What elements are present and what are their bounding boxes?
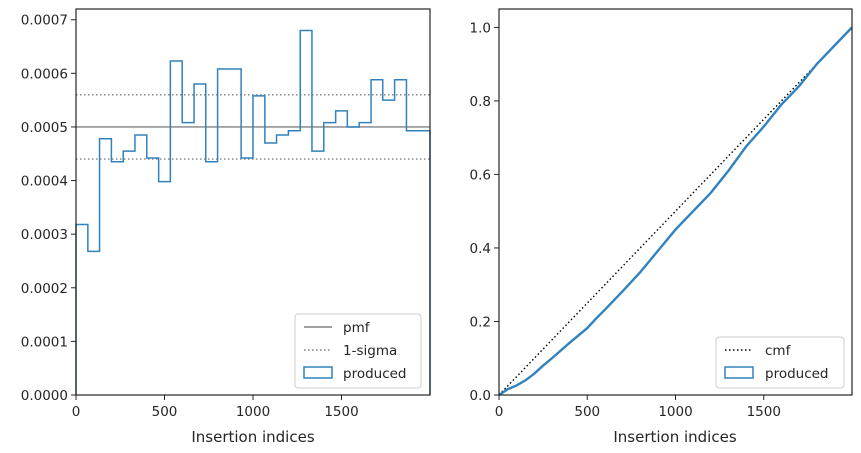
y-tick-label: 0.0007 xyxy=(21,13,68,29)
cumulative-x-ticks: 0 500 1000 1500 xyxy=(495,395,781,420)
y-tick-label: 0.0001 xyxy=(21,334,68,350)
y-tick-label: 0.0005 xyxy=(21,120,68,136)
histogram-x-axis-label: Insertion indices xyxy=(191,428,314,446)
x-tick-label: 0 xyxy=(72,404,81,420)
y-tick-label: 0.0006 xyxy=(21,66,68,82)
y-tick-label: 0.6 xyxy=(470,167,491,183)
histogram-legend-box xyxy=(294,313,422,389)
cmf-line-group xyxy=(498,26,853,396)
sigma-lines xyxy=(76,94,430,160)
y-tick-label: 0.0002 xyxy=(21,281,68,297)
produced-cumulative-line xyxy=(498,26,853,396)
cumulative-plot-area xyxy=(499,9,852,395)
legend-produced-cumulative-swatch xyxy=(724,366,754,379)
cumulative-x-axis-label: Insertion indices xyxy=(613,428,736,446)
x-tick-label: 1500 xyxy=(324,404,358,420)
produced-step-outline xyxy=(75,29,431,395)
legend-produced-swatch xyxy=(303,366,333,379)
y-tick-label: 0.2 xyxy=(470,314,491,330)
legend-produced-cumulative-label: produced xyxy=(765,366,829,382)
y-tick-label: 0.0003 xyxy=(21,227,68,243)
x-tick-label: 500 xyxy=(152,404,178,420)
legend-cmf-label: cmf xyxy=(765,343,792,359)
legend-produced-label: produced xyxy=(343,366,407,382)
y-tick-label: 0.0 xyxy=(470,388,491,404)
legend-pmf-label: pmf xyxy=(343,320,371,336)
produced-cumulative-group xyxy=(498,26,853,396)
cumulative-y-ticks: 0.0 0.2 0.4 0.6 0.8 1.0 xyxy=(470,20,499,404)
histogram-legend: pmf 1-sigma produced xyxy=(294,313,422,389)
histogram-panel: 0 500 1000 1500 0.00000.00010.00020.00030.0… xyxy=(21,8,431,446)
cumulative-legend: cmf produced xyxy=(715,336,845,389)
x-tick-label: 1000 xyxy=(658,404,692,420)
cumulative-panel: 0 500 1000 1500 0.0 0.2 0.4 0.6 0.8 1.0 Insertio… xyxy=(470,8,853,446)
y-tick-label: 0.0000 xyxy=(21,388,68,404)
histogram-x-ticks: 0 500 1000 1500 xyxy=(72,395,359,420)
y-tick-label: 0.0004 xyxy=(21,174,68,190)
cmf-line xyxy=(498,26,853,396)
histogram-y-ticks: 0.0000 0.0001 0.0002 0.0003 0.0004 0.0005 0.00… xyxy=(21,13,76,404)
x-tick-label: 1000 xyxy=(236,404,270,420)
cumulative-legend-box xyxy=(715,336,845,389)
y-tick-label: 1.0 xyxy=(470,20,491,36)
y-tick-label: 0.4 xyxy=(470,241,491,257)
y-tick-label: 0.8 xyxy=(470,94,491,110)
produced-histogram xyxy=(75,29,431,395)
x-tick-label: 1500 xyxy=(747,404,781,420)
legend-sigma-label: 1-sigma xyxy=(343,343,397,359)
x-tick-label: 500 xyxy=(574,404,600,420)
x-tick-label: 0 xyxy=(495,404,504,420)
